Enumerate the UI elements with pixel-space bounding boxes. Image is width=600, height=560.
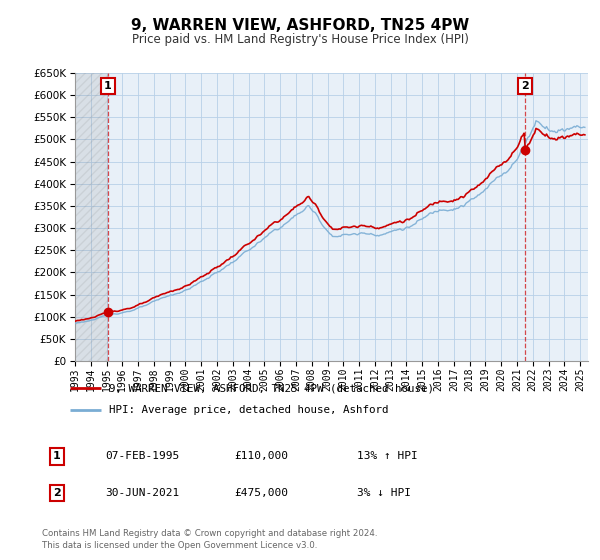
Text: 1: 1 <box>53 451 61 461</box>
Text: 9, WARREN VIEW, ASHFORD, TN25 4PW (detached house): 9, WARREN VIEW, ASHFORD, TN25 4PW (detac… <box>109 383 434 393</box>
Text: 2: 2 <box>53 488 61 498</box>
Text: 13% ↑ HPI: 13% ↑ HPI <box>357 451 418 461</box>
Text: Price paid vs. HM Land Registry's House Price Index (HPI): Price paid vs. HM Land Registry's House … <box>131 32 469 46</box>
Text: £475,000: £475,000 <box>234 488 288 498</box>
Text: £110,000: £110,000 <box>234 451 288 461</box>
Text: HPI: Average price, detached house, Ashford: HPI: Average price, detached house, Ashf… <box>109 405 388 415</box>
Text: 9, WARREN VIEW, ASHFORD, TN25 4PW: 9, WARREN VIEW, ASHFORD, TN25 4PW <box>131 18 469 32</box>
Bar <box>75 73 108 361</box>
Text: This data is licensed under the Open Government Licence v3.0.: This data is licensed under the Open Gov… <box>42 541 317 550</box>
Text: 30-JUN-2021: 30-JUN-2021 <box>105 488 179 498</box>
Text: Contains HM Land Registry data © Crown copyright and database right 2024.: Contains HM Land Registry data © Crown c… <box>42 529 377 538</box>
Text: 2: 2 <box>521 81 529 91</box>
Text: 1: 1 <box>104 81 112 91</box>
Text: 07-FEB-1995: 07-FEB-1995 <box>105 451 179 461</box>
Text: 3% ↓ HPI: 3% ↓ HPI <box>357 488 411 498</box>
